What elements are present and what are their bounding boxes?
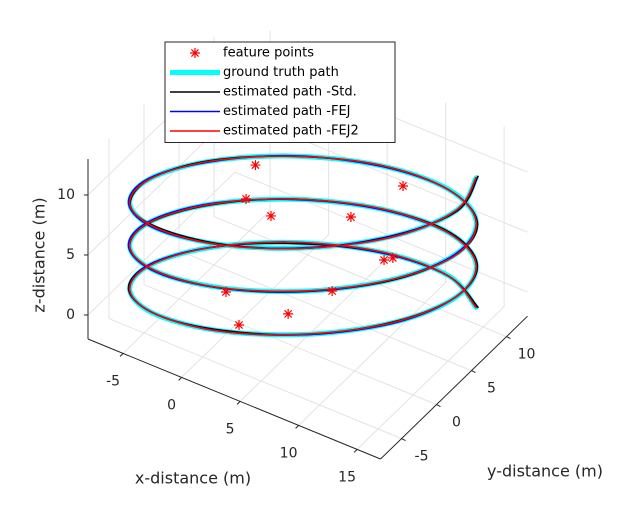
path-line	[127, 155, 479, 336]
x-tick-label: -5	[106, 373, 120, 389]
grid-line	[356, 126, 505, 450]
z-axis-label: z-distance (m)	[30, 197, 49, 312]
feature-point	[241, 193, 252, 204]
grid-line	[87, 171, 528, 316]
x-tick	[236, 401, 241, 405]
feature-point	[250, 160, 261, 171]
y-tick-label: 10	[518, 347, 536, 363]
x-tick	[295, 425, 299, 429]
z-tick-label: 5	[66, 247, 75, 263]
x-tick-label: 5	[226, 421, 235, 437]
grid-line	[143, 104, 437, 406]
y-tick	[401, 438, 406, 442]
feature-point	[398, 180, 409, 191]
x-axis	[87, 338, 381, 460]
y-axis	[380, 315, 528, 460]
y-tick	[506, 336, 511, 340]
feature-point	[387, 252, 398, 263]
feature-point	[265, 210, 276, 221]
x-tick	[178, 377, 182, 381]
z-tick-label: 10	[57, 187, 75, 203]
x-tick-label: 10	[280, 445, 298, 461]
y-tick-label: 5	[487, 381, 496, 397]
y-tick	[471, 370, 476, 374]
y-tick-label: -5	[415, 449, 429, 465]
feature-point	[379, 255, 390, 266]
x-tick-label: 15	[338, 469, 356, 485]
x-tick	[353, 449, 358, 453]
path-line	[127, 154, 478, 336]
legend-label: estimated path -FEJ2	[223, 124, 359, 139]
x-tick	[119, 353, 124, 357]
grid-line	[298, 102, 447, 426]
feature-point	[283, 308, 294, 319]
feature-point	[327, 286, 338, 297]
x-axis-label: x-distance (m)	[135, 469, 251, 488]
legend-label: ground truth path	[223, 65, 339, 80]
legend-label: estimated path -FEJ	[223, 104, 351, 119]
z-tick-label: 0	[66, 307, 75, 323]
grid-line	[108, 138, 402, 440]
y-tick	[436, 404, 441, 408]
legend-marker	[190, 48, 200, 58]
feature-point	[345, 212, 356, 223]
path-line	[127, 153, 479, 338]
feature-point	[234, 319, 245, 330]
x-tick-label: 0	[167, 397, 176, 413]
legend-label: feature points	[223, 46, 314, 61]
y-tick-label: 0	[452, 415, 461, 431]
legend-label: estimated path -Std.	[223, 85, 357, 100]
y-axis-label: y-distance (m)	[487, 462, 603, 481]
feature-point	[220, 286, 231, 297]
path-line	[128, 155, 478, 336]
